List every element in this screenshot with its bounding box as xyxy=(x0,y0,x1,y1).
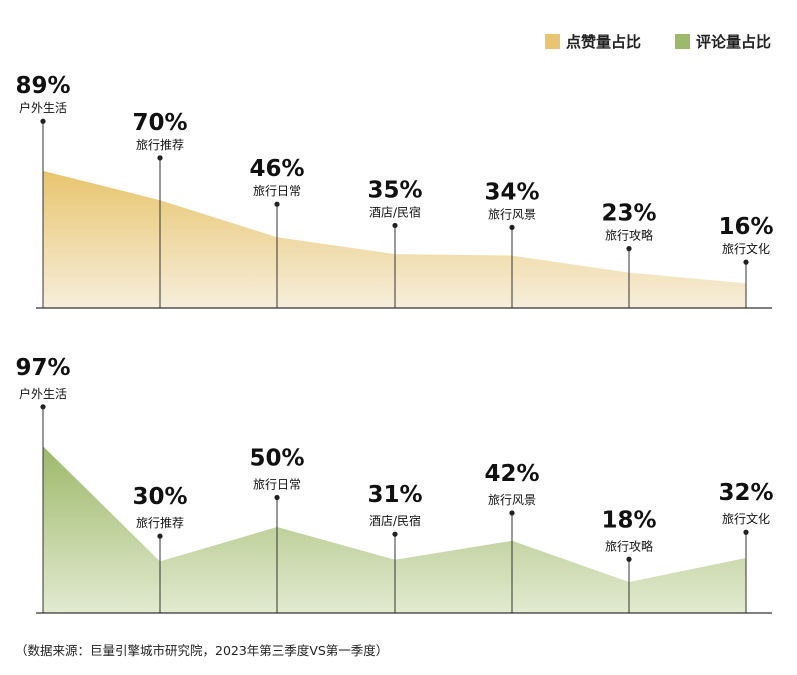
comments-value-label: 30% xyxy=(132,484,187,510)
likes-category-label: 旅行攻略 xyxy=(605,228,653,243)
legend: 点赞量占比 评论量占比 xyxy=(544,31,771,52)
comments-marker xyxy=(743,529,749,535)
comments-area-chart: 97% 户外生活 30% 旅行推荐 50% 旅行日常 31% 酒店/民宿 42% 旅行风景 18% 旅… xyxy=(15,355,774,614)
likes-category-label: 旅行风景 xyxy=(488,207,536,221)
likes-category-label: 旅行推荐 xyxy=(136,138,184,152)
likes-marker xyxy=(392,222,398,229)
legend-swatch-likes xyxy=(544,34,560,49)
comments-marker xyxy=(509,510,515,516)
likes-category-label: 户外生活 xyxy=(19,100,67,115)
comments-category-label: 旅行文化 xyxy=(722,511,770,526)
comments-value-label: 42% xyxy=(484,461,539,487)
comments-marker xyxy=(157,533,163,539)
likes-marker xyxy=(626,246,632,252)
likes-marker xyxy=(509,224,515,230)
comments-value-label: 97% xyxy=(15,355,70,381)
comments-marker xyxy=(392,531,398,537)
comments-category-label: 旅行风景 xyxy=(488,493,536,507)
likes-value-label: 89% xyxy=(15,73,70,99)
comments-category-label: 旅行日常 xyxy=(253,478,301,492)
comments-value-label: 31% xyxy=(367,482,422,508)
likes-marker xyxy=(157,155,163,161)
comments-value-label: 50% xyxy=(249,446,304,472)
comments-marker xyxy=(40,404,46,410)
likes-value-label: 34% xyxy=(484,179,539,205)
likes-value-label: 16% xyxy=(718,214,773,240)
comments-category-label: 酒店/民宿 xyxy=(369,513,421,528)
likes-category-label: 旅行日常 xyxy=(253,184,301,198)
legend-label-comments: 评论量占比 xyxy=(695,33,771,51)
comments-value-label: 32% xyxy=(718,480,773,506)
likes-category-label: 酒店/民宿 xyxy=(369,204,421,219)
likes-marker xyxy=(274,201,280,207)
comments-category-label: 旅行攻略 xyxy=(605,538,653,553)
legend-swatch-comments xyxy=(674,34,690,49)
comments-category-label: 旅行推荐 xyxy=(136,516,184,530)
likes-marker xyxy=(743,259,749,265)
likes-category-label: 旅行文化 xyxy=(722,241,770,256)
comments-category-label: 户外生活 xyxy=(19,386,67,401)
likes-value-label: 23% xyxy=(601,201,656,227)
likes-value-label: 70% xyxy=(132,110,187,136)
legend-label-likes: 点赞量占比 xyxy=(565,33,641,51)
likes-area xyxy=(43,170,746,308)
comments-value-label: 18% xyxy=(601,507,656,533)
comments-area xyxy=(43,446,746,613)
likes-value-label: 35% xyxy=(367,177,422,203)
likes-value-label: 46% xyxy=(249,156,304,182)
comments-marker xyxy=(274,494,280,501)
source-note: （数据来源：巨量引擎城市研究院，2023年第三季度VS第一季度） xyxy=(15,643,389,658)
legend-item-likes: 点赞量占比 xyxy=(544,31,641,52)
likes-marker xyxy=(40,118,46,124)
legend-item-comments: 评论量占比 xyxy=(674,31,771,52)
comments-marker xyxy=(626,556,632,562)
